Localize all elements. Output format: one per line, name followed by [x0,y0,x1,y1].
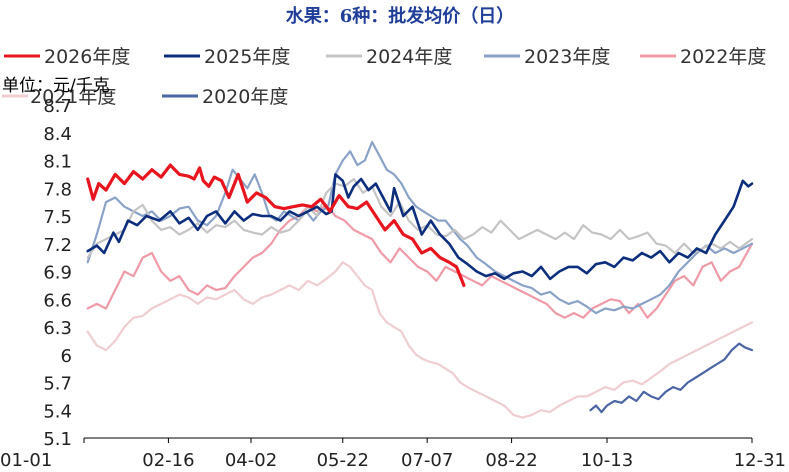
y-tick-label: 6.6 [43,290,72,311]
legend-item-2026: 2026年度 [4,46,130,68]
legend-item-2023: 2023年度 [484,46,610,68]
legend-label-2022: 2022年度 [680,46,766,68]
x-tick-label: 07-07 [401,450,453,471]
x-tick-label: 12-31 [734,450,786,471]
y-tick-label: 7.5 [43,207,72,228]
y-tick-label: 5.1 [43,429,72,450]
legend: 2026年度 2025年度 2024年度 2023年度 2022年度 2021年… [2,46,766,108]
series-line-2026 [88,165,464,285]
x-tick-label: 05-22 [317,450,369,471]
x-tick-label: 02-16 [142,450,194,471]
legend-label-2024: 2024年度 [366,46,452,68]
unit-label: 单位：元/千克 [2,76,110,96]
y-tick-label: 7.8 [43,179,72,200]
y-tick-label: 5.7 [43,374,72,395]
plot-area [88,142,752,418]
y-tick-label: 8.7 [43,96,72,117]
series-line-2020 [591,344,753,413]
series-line-2021 [88,262,752,417]
y-tick-label: 8.1 [43,152,72,173]
legend-label-2025: 2025年度 [204,46,290,68]
legend-label-2023: 2023年度 [524,46,610,68]
y-axis: 8.7 8.4 8.1 7.8 7.5 7.2 6.9 6.6 6.3 6 5.7 5.4 5.1 [43,96,72,450]
series-line-2025 [88,174,752,279]
x-tick-label: 10-13 [581,450,633,471]
y-tick-label: 8.4 [43,124,72,145]
series-line-2022 [88,205,752,318]
y-tick-label: 5.4 [43,401,72,422]
legend-label-2020: 2020年度 [202,86,288,108]
y-tick-label: 6.3 [43,318,72,339]
x-tick-label: 08-22 [485,450,537,471]
y-tick-label: 6 [61,346,72,367]
legend-item-2020: 2020年度 [162,86,288,108]
chart-title: 水果：6种：批发均价（日） [286,5,515,27]
legend-item-2025: 2025年度 [164,46,290,68]
legend-item-2024: 2024年度 [326,46,452,68]
y-tick-label: 6.9 [43,263,72,284]
x-tick-label: 04-02 [225,450,277,471]
x-tick-label: 01-01 [0,450,52,471]
legend-item-2022: 2022年度 [640,46,766,68]
y-tick-label: 7.2 [43,235,72,256]
legend-label-2026: 2026年度 [44,46,130,68]
x-axis: 01-01 02-16 04-02 05-22 07-07 08-22 10-13 12-31 [0,438,786,471]
